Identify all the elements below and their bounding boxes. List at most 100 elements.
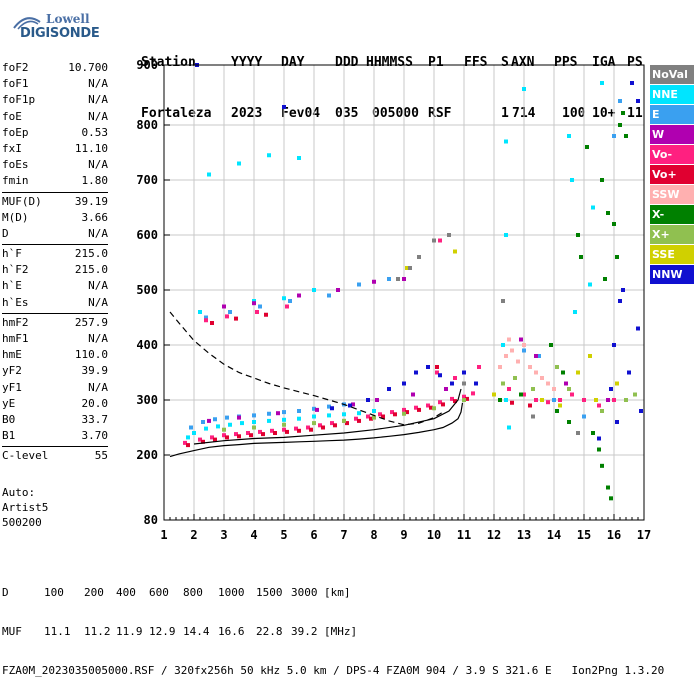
footer-value: 14.4 (183, 625, 210, 638)
echo-point-nnw (609, 387, 613, 391)
echo-point-x (555, 365, 559, 369)
echo-point-nne (588, 282, 592, 287)
echo-point-e (537, 354, 541, 358)
echo-point-ssw (516, 359, 520, 364)
echo-point-e (252, 413, 256, 418)
auto-version: 500200 (2, 516, 42, 529)
echo-point-x (609, 496, 613, 501)
echo-point-vo (294, 426, 298, 431)
footer-value: [km] (324, 586, 351, 599)
param-name: D (2, 226, 9, 240)
echo-point-nne (357, 411, 361, 416)
echo-point-vo (441, 402, 445, 407)
echo-point-vo (558, 398, 562, 402)
legend-item-w: W (650, 125, 694, 144)
echo-point-noval (531, 414, 535, 419)
echo-point-vo (534, 398, 538, 402)
echo-point-nne (252, 299, 256, 303)
param-name: B1 (2, 429, 16, 443)
echo-points (183, 63, 643, 501)
param-value: 215.0 (74, 263, 108, 277)
param-value: N/A (88, 279, 108, 293)
echo-point-nne (567, 134, 571, 138)
param-row: yF1 N/A (2, 380, 108, 396)
echo-point-x (561, 370, 565, 375)
footer-value: 3000 (291, 586, 318, 599)
echo-point-vo (210, 435, 214, 440)
echo-point-nne (504, 398, 508, 402)
file-info-line: FZA0M_2023035005000.RSF / 320fx256h 50 k… (2, 664, 665, 677)
echo-point-w (207, 418, 211, 423)
echo-point-w (534, 354, 538, 358)
echo-point-e (267, 411, 271, 416)
echo-point-vo (285, 429, 289, 434)
echo-point-nne (252, 420, 256, 424)
echo-point-vo (465, 396, 469, 401)
header-value-2: Fev04 (281, 106, 321, 121)
echo-point-nne (600, 81, 604, 85)
echo-point-e (522, 348, 526, 353)
echo-point-vo (282, 427, 286, 432)
echo-point-x (519, 392, 523, 397)
param-value: N/A (88, 109, 108, 123)
x-tick-label: 13 (517, 528, 531, 542)
param-row: foF2 10.700 (2, 60, 108, 76)
echo-point-nne (267, 153, 271, 158)
echo-point-vo (381, 414, 385, 419)
echo-point-x (432, 406, 436, 411)
echo-point-vo (357, 418, 361, 423)
echo-point-noval (408, 266, 412, 270)
echo-point-ssw (534, 370, 538, 375)
echo-point-nnw (597, 436, 601, 441)
echo-point-x (555, 409, 559, 413)
echo-point-vo (426, 403, 430, 408)
footer-value: [MHz] (324, 625, 358, 638)
echo-point-x (498, 398, 502, 402)
footer-value: 11.2 (84, 625, 111, 638)
echo-point-x (372, 415, 376, 420)
param-row: h`F 215.0 (2, 246, 108, 262)
echo-point-nne (282, 296, 286, 301)
footer-value: 11.1 (44, 625, 71, 638)
header-label-7: S (501, 55, 509, 70)
param-row: foE N/A (2, 109, 108, 125)
echo-point-w (372, 279, 376, 284)
x-tick-label: 3 (220, 528, 227, 542)
auto-program: Artist5 (2, 501, 49, 514)
echo-point-vo (225, 314, 229, 319)
param-name: foEp (2, 125, 29, 139)
echo-point-w (351, 402, 355, 407)
echo-point-noval (396, 277, 400, 281)
echo-point-nnw (450, 381, 454, 386)
echo-point-e (582, 414, 586, 419)
param-row: foF1 N/A (2, 76, 108, 92)
param-row: foEs N/A (2, 157, 108, 173)
echo-point-e (312, 406, 316, 411)
param-value: 0.53 (81, 125, 109, 139)
footer-value: 16.6 (218, 625, 245, 638)
x-tick-label: 1 (160, 528, 167, 542)
echo-point-vo (318, 423, 322, 428)
autoscaling-info: Auto: Artist5 500200 (2, 485, 48, 530)
echo-point-vo (261, 432, 265, 437)
y-tick-label: 900 (136, 58, 158, 72)
param-name: yF2 (2, 364, 22, 378)
echo-point-nnw (282, 105, 286, 109)
param-name: M(D) (2, 210, 29, 224)
echo-point-vo (234, 316, 238, 321)
echo-point-vo (435, 365, 439, 369)
header-value-3: 035 (335, 106, 359, 121)
echo-point-nne (297, 416, 301, 421)
echo-point-vo (612, 398, 616, 402)
echo-point-nnw (414, 370, 418, 375)
header-value-8: 100 (562, 106, 586, 121)
echo-point-w (222, 304, 226, 309)
echo-point-vo (528, 403, 532, 408)
echo-point-nnw (627, 370, 631, 375)
echo-point-x (618, 123, 622, 127)
param-name: foF1p (2, 93, 36, 107)
echo-point-nne (297, 156, 301, 160)
param-row: h`Es N/A (2, 295, 108, 311)
logo-lowell-text: Lowell (46, 12, 90, 26)
y-tick-label: 500 (136, 283, 158, 297)
